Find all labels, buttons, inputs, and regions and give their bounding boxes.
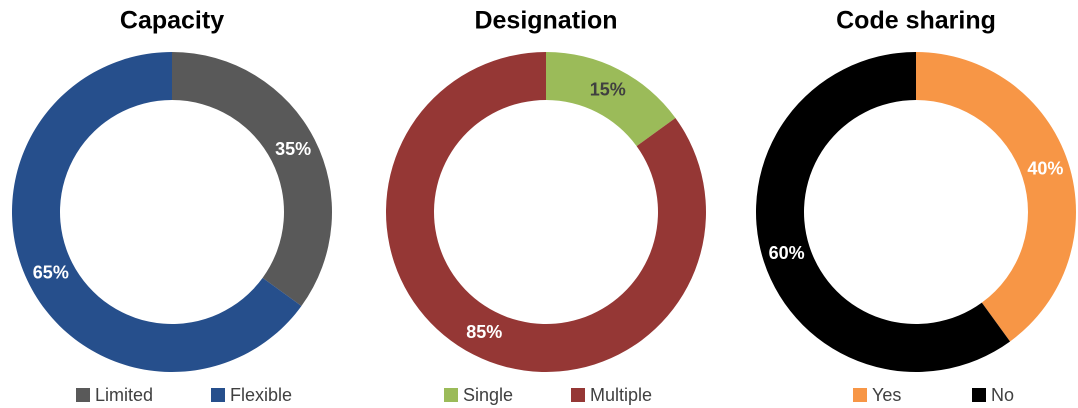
legend-swatch bbox=[211, 388, 225, 402]
legend-label: Limited bbox=[95, 385, 153, 405]
legend-label: No bbox=[991, 385, 1014, 405]
chart-title: Capacity bbox=[120, 7, 224, 35]
chart-title: Code sharing bbox=[836, 7, 996, 35]
legend-label: Flexible bbox=[230, 385, 292, 405]
donut-slice bbox=[756, 52, 1011, 372]
data-label: 35% bbox=[275, 139, 311, 159]
legend-swatch bbox=[571, 388, 585, 402]
chart-title: Designation bbox=[474, 7, 617, 35]
legend-swatch bbox=[76, 388, 90, 402]
legend-label: Yes bbox=[872, 385, 901, 405]
legend-label: Single bbox=[463, 385, 513, 405]
legend-label: Multiple bbox=[590, 385, 652, 405]
donut-slice bbox=[916, 52, 1076, 342]
data-label: 40% bbox=[1027, 159, 1063, 179]
legend-swatch bbox=[444, 388, 458, 402]
data-label: 65% bbox=[33, 262, 69, 282]
data-label: 15% bbox=[590, 80, 626, 100]
legend-swatch bbox=[853, 388, 867, 402]
donut-slice bbox=[12, 52, 302, 372]
donut-slice bbox=[172, 52, 332, 307]
donut-slice bbox=[386, 52, 706, 373]
data-label: 60% bbox=[769, 243, 805, 263]
legend-swatch bbox=[972, 388, 986, 402]
data-label: 85% bbox=[466, 322, 502, 342]
donut-slice bbox=[546, 52, 676, 147]
